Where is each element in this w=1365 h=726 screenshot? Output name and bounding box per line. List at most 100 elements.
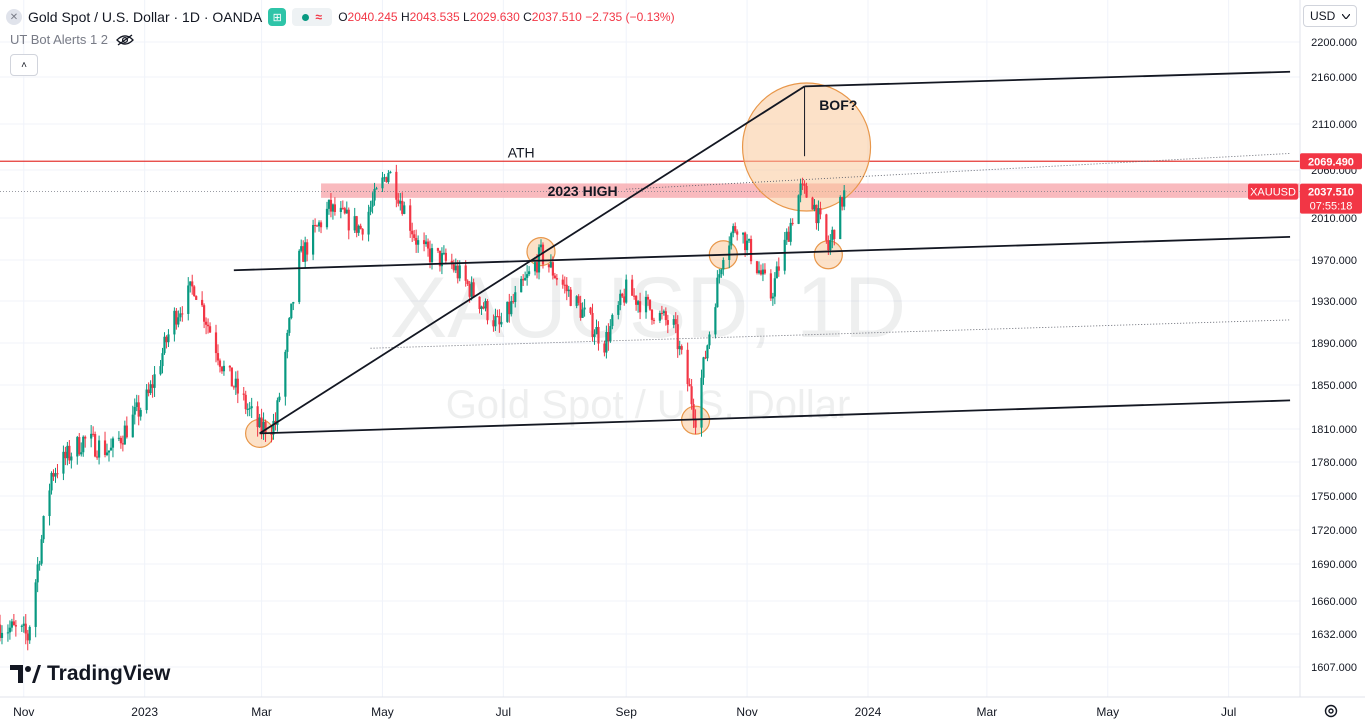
watermark-name: Gold Spot / U.S. Dollar bbox=[446, 383, 851, 427]
candle-body bbox=[234, 378, 237, 388]
time-tick-label: Jul bbox=[1221, 705, 1236, 719]
candle-body bbox=[797, 195, 800, 224]
close-label: C bbox=[523, 10, 532, 24]
candle-body bbox=[187, 285, 190, 314]
candle-body bbox=[785, 231, 788, 240]
candle-body bbox=[389, 171, 392, 174]
candle-body bbox=[438, 250, 442, 267]
eye-off-icon[interactable] bbox=[116, 33, 134, 46]
candle-body bbox=[84, 436, 87, 439]
candle-body bbox=[230, 367, 233, 387]
indicator-label[interactable]: UT Bot Alerts 1 2 bbox=[10, 32, 109, 47]
symbol-logo-icon[interactable]: ✕ bbox=[6, 9, 22, 25]
high-2023-label: 2023 HIGH bbox=[548, 183, 618, 199]
time-axis[interactable]: Nov 2023 Mar May Jul Sep Nov 2024 Mar May Jul bbox=[0, 696, 1365, 726]
candle-body bbox=[90, 433, 93, 439]
candle-body bbox=[403, 205, 406, 214]
candle-body bbox=[347, 209, 350, 231]
candle-body bbox=[694, 418, 697, 428]
candle-body bbox=[718, 274, 721, 278]
candle-body bbox=[720, 269, 723, 275]
price-tick-label: 1780.000 bbox=[1311, 457, 1357, 469]
candle-body bbox=[70, 456, 73, 461]
candle-body bbox=[343, 208, 346, 214]
candle-body bbox=[755, 261, 759, 274]
candle-body bbox=[304, 242, 307, 262]
collapse-legend-button[interactable]: ˄ bbox=[10, 54, 38, 76]
chevron-down-icon bbox=[1342, 13, 1350, 19]
candle-body bbox=[815, 204, 818, 224]
settings-gear-icon[interactable] bbox=[1322, 702, 1340, 720]
candle-body bbox=[179, 313, 182, 318]
candle-body bbox=[165, 336, 168, 343]
candle-body bbox=[494, 316, 497, 327]
candle-body bbox=[607, 331, 610, 342]
candle-body bbox=[64, 451, 67, 459]
candle-body bbox=[700, 377, 703, 428]
candle-body bbox=[317, 222, 321, 227]
candle-body bbox=[401, 200, 404, 214]
candle-body bbox=[579, 302, 582, 318]
price-tags: 2069.490 XAUUSD 2037.510 07:55:18 bbox=[1248, 153, 1362, 214]
candle-body bbox=[456, 265, 459, 279]
price-tick-label: 1750.000 bbox=[1311, 491, 1357, 503]
candle-body bbox=[163, 336, 166, 354]
candle-body bbox=[246, 408, 249, 410]
candle-body bbox=[452, 264, 455, 271]
candle-body bbox=[302, 246, 305, 262]
tradingview-logo[interactable]: TradingView bbox=[10, 662, 170, 686]
candle-body bbox=[355, 216, 358, 233]
candle-body bbox=[181, 313, 184, 315]
candle-body bbox=[375, 188, 378, 190]
candle-body bbox=[22, 623, 25, 626]
candle-body bbox=[339, 207, 342, 212]
candle-body bbox=[510, 301, 513, 315]
candle-body bbox=[581, 309, 584, 318]
price-tick-label: 1890.000 bbox=[1311, 338, 1357, 350]
candle-body bbox=[333, 204, 337, 212]
candle-body bbox=[631, 279, 634, 296]
candle-body bbox=[732, 226, 735, 234]
candle-body bbox=[803, 183, 806, 186]
candle-body bbox=[436, 248, 440, 251]
candle-body bbox=[28, 626, 31, 641]
highlight-circle bbox=[741, 82, 872, 212]
candle-body bbox=[341, 207, 344, 209]
candle-body bbox=[292, 302, 295, 304]
candle-body bbox=[512, 301, 515, 303]
price-axis[interactable]: 2200.0002160.0002110.0002060.0002010.000… bbox=[1299, 0, 1365, 697]
candle-body bbox=[839, 197, 842, 240]
candle-body bbox=[704, 357, 707, 359]
market-status-icon[interactable]: ⊞ bbox=[268, 8, 287, 26]
indicator-legend[interactable]: UT Bot Alerts 1 2 bbox=[10, 32, 134, 47]
candle-body bbox=[54, 473, 57, 477]
candle-body bbox=[167, 334, 170, 343]
price-tick-label: 1690.000 bbox=[1311, 559, 1357, 571]
candle-body bbox=[151, 384, 154, 388]
candle-body bbox=[843, 190, 846, 207]
candle-body bbox=[220, 366, 224, 372]
candle-body bbox=[817, 208, 820, 224]
candle-body bbox=[500, 321, 503, 325]
trend-line bbox=[233, 236, 1291, 272]
chevron-up-icon: ˄ bbox=[21, 59, 27, 71]
symbol-title[interactable]: Gold Spot / U.S. Dollar · 1D · OANDA bbox=[28, 9, 263, 25]
ath-price-tag bbox=[1300, 153, 1362, 170]
time-tick-label: 2024 bbox=[855, 705, 882, 719]
change-value: −2.735 (−0.13%) bbox=[585, 10, 675, 24]
candle-body bbox=[250, 406, 253, 409]
candle-body bbox=[278, 396, 281, 401]
candle-body bbox=[270, 434, 273, 436]
candle-body bbox=[24, 623, 27, 634]
candle-body bbox=[833, 229, 836, 240]
time-axis-bg bbox=[0, 697, 1365, 726]
candle-body bbox=[593, 334, 596, 337]
currency-select[interactable]: USD bbox=[1303, 5, 1357, 27]
candle-body bbox=[397, 199, 400, 204]
candle-body bbox=[819, 208, 822, 215]
candle-body bbox=[357, 225, 360, 233]
candle-body bbox=[533, 262, 537, 272]
data-status-button[interactable]: ≈ bbox=[292, 8, 333, 26]
candle-body bbox=[769, 273, 772, 299]
